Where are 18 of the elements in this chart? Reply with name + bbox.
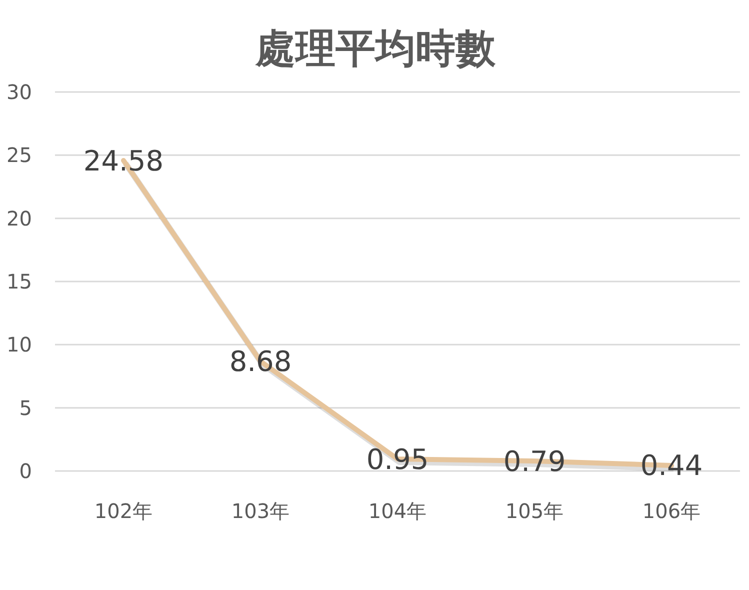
y-tick-label: 20 bbox=[6, 206, 32, 230]
chart-title: 處理平均時數 bbox=[254, 26, 496, 72]
data-label: 0.44 bbox=[640, 449, 703, 482]
y-tick-label: 0 bbox=[19, 459, 32, 483]
data-label: 8.68 bbox=[229, 345, 292, 378]
x-tick-label: 105年 bbox=[505, 499, 564, 523]
y-tick-label: 25 bbox=[6, 143, 32, 168]
data-label: 0.95 bbox=[366, 442, 429, 476]
y-tick-label: 15 bbox=[6, 270, 32, 294]
y-tick-label: 5 bbox=[19, 396, 32, 420]
data-label: 0.79 bbox=[503, 444, 566, 478]
data-label: 24.58 bbox=[83, 144, 164, 178]
y-tick-label: 10 bbox=[6, 332, 32, 357]
x-tick-label: 102年 bbox=[94, 499, 153, 523]
y-tick-label: 30 bbox=[6, 80, 32, 104]
x-tick-label: 104年 bbox=[368, 499, 427, 523]
x-tick-label: 103年 bbox=[231, 499, 290, 523]
x-tick-label: 106年 bbox=[642, 499, 701, 523]
